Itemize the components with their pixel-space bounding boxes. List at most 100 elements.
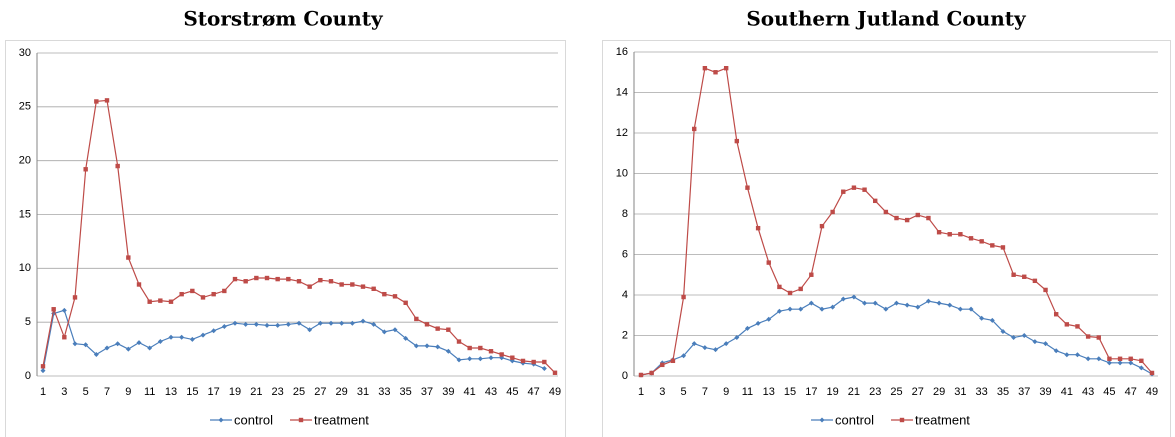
- x-tick-label: 3: [61, 386, 67, 398]
- y-tick-label: 0: [622, 370, 628, 382]
- point: [851, 185, 857, 190]
- point: [115, 341, 121, 347]
- point: [957, 306, 963, 312]
- point: [467, 345, 472, 351]
- point: [936, 300, 942, 306]
- chart-title: Southern Jutland County: [746, 7, 1027, 31]
- point: [1096, 356, 1102, 362]
- point: [275, 276, 280, 282]
- x-tick-label: 39: [1039, 386, 1051, 398]
- x-tick-label: 21: [250, 386, 262, 398]
- y-tick-label: 15: [19, 208, 31, 220]
- point: [958, 232, 963, 237]
- point: [72, 341, 78, 347]
- x-tick-label: 21: [848, 386, 860, 398]
- point: [307, 327, 313, 333]
- point: [702, 66, 708, 71]
- point: [681, 353, 687, 359]
- point: [713, 70, 718, 75]
- legend-label: control: [835, 412, 874, 427]
- x-tick-label: 27: [314, 386, 326, 398]
- legend-marker: [899, 417, 905, 423]
- point: [254, 275, 259, 281]
- x-tick-label: 17: [208, 386, 220, 398]
- point: [1117, 356, 1123, 361]
- x-tick-label: 49: [549, 386, 561, 398]
- point: [851, 294, 857, 300]
- point: [136, 340, 142, 346]
- point: [179, 334, 185, 340]
- point: [179, 291, 184, 297]
- point: [456, 357, 462, 363]
- point: [104, 98, 110, 103]
- point: [467, 356, 473, 362]
- point: [883, 209, 889, 215]
- point: [1085, 334, 1091, 339]
- point: [936, 230, 942, 235]
- point: [1032, 278, 1038, 284]
- point: [424, 322, 430, 327]
- point: [1053, 348, 1059, 354]
- x-tick-label: 7: [104, 386, 110, 398]
- point: [488, 355, 494, 361]
- x-tick-label: 33: [378, 386, 390, 398]
- point: [1106, 360, 1112, 366]
- point: [392, 294, 398, 299]
- legend-marker: [298, 417, 304, 423]
- point: [1064, 352, 1070, 358]
- point: [168, 299, 174, 304]
- point: [424, 343, 430, 349]
- point: [253, 321, 259, 327]
- point: [371, 321, 377, 327]
- point: [1053, 312, 1059, 317]
- x-tick-label: 31: [357, 386, 369, 398]
- point: [798, 306, 804, 312]
- point: [360, 318, 366, 324]
- x-tick-label: 11: [144, 386, 155, 398]
- x-tick-label: 7: [702, 386, 708, 398]
- point: [307, 284, 312, 289]
- point: [787, 290, 793, 296]
- point: [286, 276, 291, 282]
- point: [830, 304, 836, 310]
- series-line: [640, 296, 1153, 376]
- point: [808, 300, 814, 306]
- series-line: [42, 99, 556, 374]
- point: [264, 275, 270, 281]
- point: [510, 355, 515, 360]
- x-tick-label: 39: [442, 386, 454, 398]
- x-tick-label: 45: [1103, 386, 1115, 398]
- x-tick-label: 19: [827, 386, 839, 398]
- point: [1011, 335, 1017, 341]
- point: [670, 358, 676, 364]
- point: [328, 279, 334, 284]
- point: [317, 320, 323, 326]
- y-tick-label: 14: [616, 86, 628, 98]
- point: [360, 284, 366, 289]
- legend-marker: [819, 417, 825, 423]
- chart-frame: [5, 40, 566, 437]
- point: [1000, 328, 1006, 334]
- point: [414, 316, 419, 322]
- point: [1011, 272, 1016, 277]
- point: [243, 321, 249, 327]
- point: [1075, 324, 1080, 329]
- point: [692, 126, 697, 132]
- point: [168, 334, 174, 340]
- point: [798, 286, 803, 292]
- point: [190, 288, 195, 294]
- point: [520, 358, 526, 364]
- point: [382, 291, 387, 297]
- point: [158, 298, 163, 303]
- point: [371, 286, 376, 291]
- point: [488, 349, 494, 354]
- point: [221, 323, 227, 329]
- y-tick-label: 30: [19, 47, 31, 59]
- x-tick-label: 37: [421, 386, 433, 398]
- point: [862, 300, 868, 306]
- series-line: [42, 309, 545, 371]
- point: [403, 335, 409, 341]
- x-tick-label: 43: [1082, 386, 1094, 398]
- point: [232, 320, 238, 326]
- point: [819, 306, 825, 312]
